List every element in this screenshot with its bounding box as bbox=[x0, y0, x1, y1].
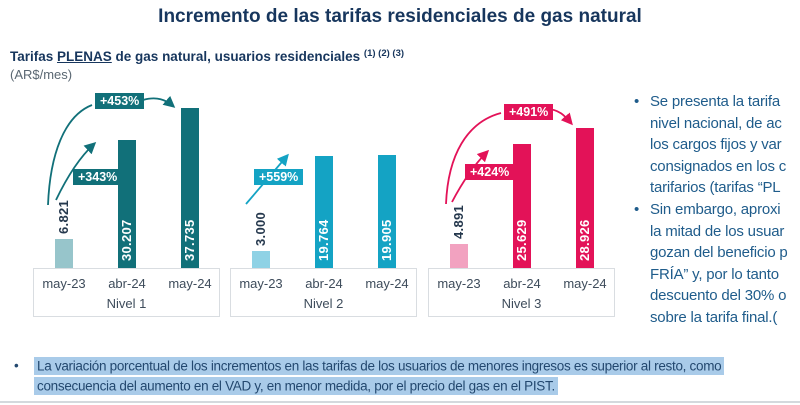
category-label: abr-24 bbox=[305, 276, 343, 291]
group-label: Nivel 2 bbox=[303, 296, 344, 311]
bullet-text: nivel nacional, de ac bbox=[650, 114, 782, 132]
bar-nivel3-may-23 bbox=[450, 244, 468, 268]
category-label: may-24 bbox=[168, 276, 212, 291]
bullet-text: tarifarios (tarifas “PL bbox=[650, 179, 781, 197]
pct-badge: +491% bbox=[504, 104, 554, 120]
chart-subtitle: Tarifas PLENAS de gas natural, usuarios … bbox=[10, 48, 405, 64]
category-label: may-24 bbox=[365, 276, 409, 291]
pct-badge: +453% bbox=[95, 93, 145, 109]
category-label: abr-24 bbox=[503, 276, 541, 291]
bar-value-label: 6.821 bbox=[56, 199, 71, 234]
bar-value-label: 37.735 bbox=[182, 219, 197, 261]
bar-value-label: 4.891 bbox=[451, 204, 466, 239]
bullet-text: descuento del 30% o bbox=[650, 287, 787, 305]
category-label: may-23 bbox=[239, 276, 283, 291]
group-label: Nivel 1 bbox=[106, 296, 147, 311]
bar-nivel1-may-24 bbox=[181, 108, 199, 268]
text-line: consecuencia del aumento en el VAD y, en… bbox=[12, 377, 800, 398]
bar-nivel1-may-23 bbox=[55, 239, 73, 268]
group-label: Nivel 3 bbox=[501, 296, 542, 311]
highlighted-text[interactable]: consecuencia del aumento en el VAD y, en… bbox=[34, 377, 558, 395]
bar-nivel2-may-23 bbox=[252, 251, 270, 268]
pct-badge: +343% bbox=[73, 169, 123, 185]
bullet-text: gozan del beneficio p bbox=[650, 244, 788, 262]
text-line: tarifarios (tarifas “PL bbox=[630, 177, 800, 199]
bullet-icon: • bbox=[14, 358, 19, 373]
subtitle-prefix: Tarifas bbox=[10, 49, 58, 64]
category-label: may-23 bbox=[437, 276, 481, 291]
divider bbox=[0, 401, 800, 403]
bar-value-label: 25.629 bbox=[514, 219, 529, 261]
axis-unit-label: (AR$/mes) bbox=[10, 67, 73, 82]
text-line: nivel nacional, de ac bbox=[630, 113, 800, 135]
bullet-text: sobre la tarifa final.( bbox=[650, 308, 778, 326]
bar-value-label: 19.764 bbox=[316, 219, 331, 261]
subtitle-emphasis: PLENAS bbox=[57, 49, 112, 64]
bullet-text: Sin embargo, aproxi bbox=[650, 200, 781, 218]
text-line: sobre la tarifa final.( bbox=[630, 307, 800, 329]
text-line: • Sin embargo, aproxi bbox=[630, 199, 800, 221]
text-line: los cargos fijos y var bbox=[630, 134, 800, 156]
bar-nivel3-abr-24 bbox=[513, 144, 531, 268]
bar-nivel3-may-24 bbox=[576, 128, 594, 268]
text-line: descuento del 30% o bbox=[630, 285, 800, 307]
bullet-icon: • bbox=[634, 93, 640, 110]
text-line: la mitad de los usuar bbox=[630, 221, 800, 243]
text-line: FRÍA” y, por lo tanto bbox=[630, 264, 800, 286]
subtitle-suffix: de gas natural, usuarios residenciales bbox=[111, 49, 364, 64]
text-line: • Se presenta la tarifa bbox=[630, 91, 800, 113]
bar-value-label: 30.207 bbox=[119, 219, 134, 261]
bar-nivel2-may-24 bbox=[378, 155, 396, 268]
highlighted-text[interactable]: La variación porcentual de los increment… bbox=[34, 356, 725, 375]
pct-badge: +424% bbox=[465, 164, 515, 180]
subtitle-footnote-refs: (1) (2) (3) bbox=[363, 48, 405, 59]
bar-value-label: 3.000 bbox=[253, 211, 268, 246]
bar-value-label: 19.905 bbox=[379, 219, 394, 261]
bar-nivel1-abr-24 bbox=[118, 140, 136, 268]
bullet-icon: • bbox=[634, 200, 640, 218]
category-label: may-24 bbox=[563, 276, 607, 291]
bar-value-label: 28.926 bbox=[577, 219, 592, 261]
commentary-panel: • Se presenta la tarifa nivel nacional, de… bbox=[630, 91, 800, 329]
bullet-text: la mitad de los usuar bbox=[650, 222, 785, 240]
page-title: Incremento de las tarifas residenciales … bbox=[158, 6, 642, 27]
bullet-text: FRÍA” y, por lo tanto bbox=[650, 265, 779, 283]
text-line: consignados en los c bbox=[630, 156, 800, 178]
category-label: abr-24 bbox=[108, 276, 146, 291]
bottom-note: • La variación porcentual de los incremen… bbox=[12, 356, 800, 397]
bullet-text: los cargos fijos y var bbox=[650, 136, 782, 154]
text-line: • La variación porcentual de los incremen… bbox=[12, 356, 800, 377]
bullet-text: Se presenta la tarifa bbox=[650, 93, 781, 110]
text-line: gozan del beneficio p bbox=[630, 242, 800, 264]
category-label: may-23 bbox=[42, 276, 86, 291]
group-box-1: Nivel 1 bbox=[33, 268, 220, 317]
pct-badge: +559% bbox=[254, 169, 304, 185]
group-box-2: Nivel 2 bbox=[230, 268, 417, 317]
group-box-3: Nivel 3 bbox=[428, 268, 615, 317]
bar-nivel2-abr-24 bbox=[315, 156, 333, 268]
bullet-text: consignados en los c bbox=[650, 157, 787, 175]
